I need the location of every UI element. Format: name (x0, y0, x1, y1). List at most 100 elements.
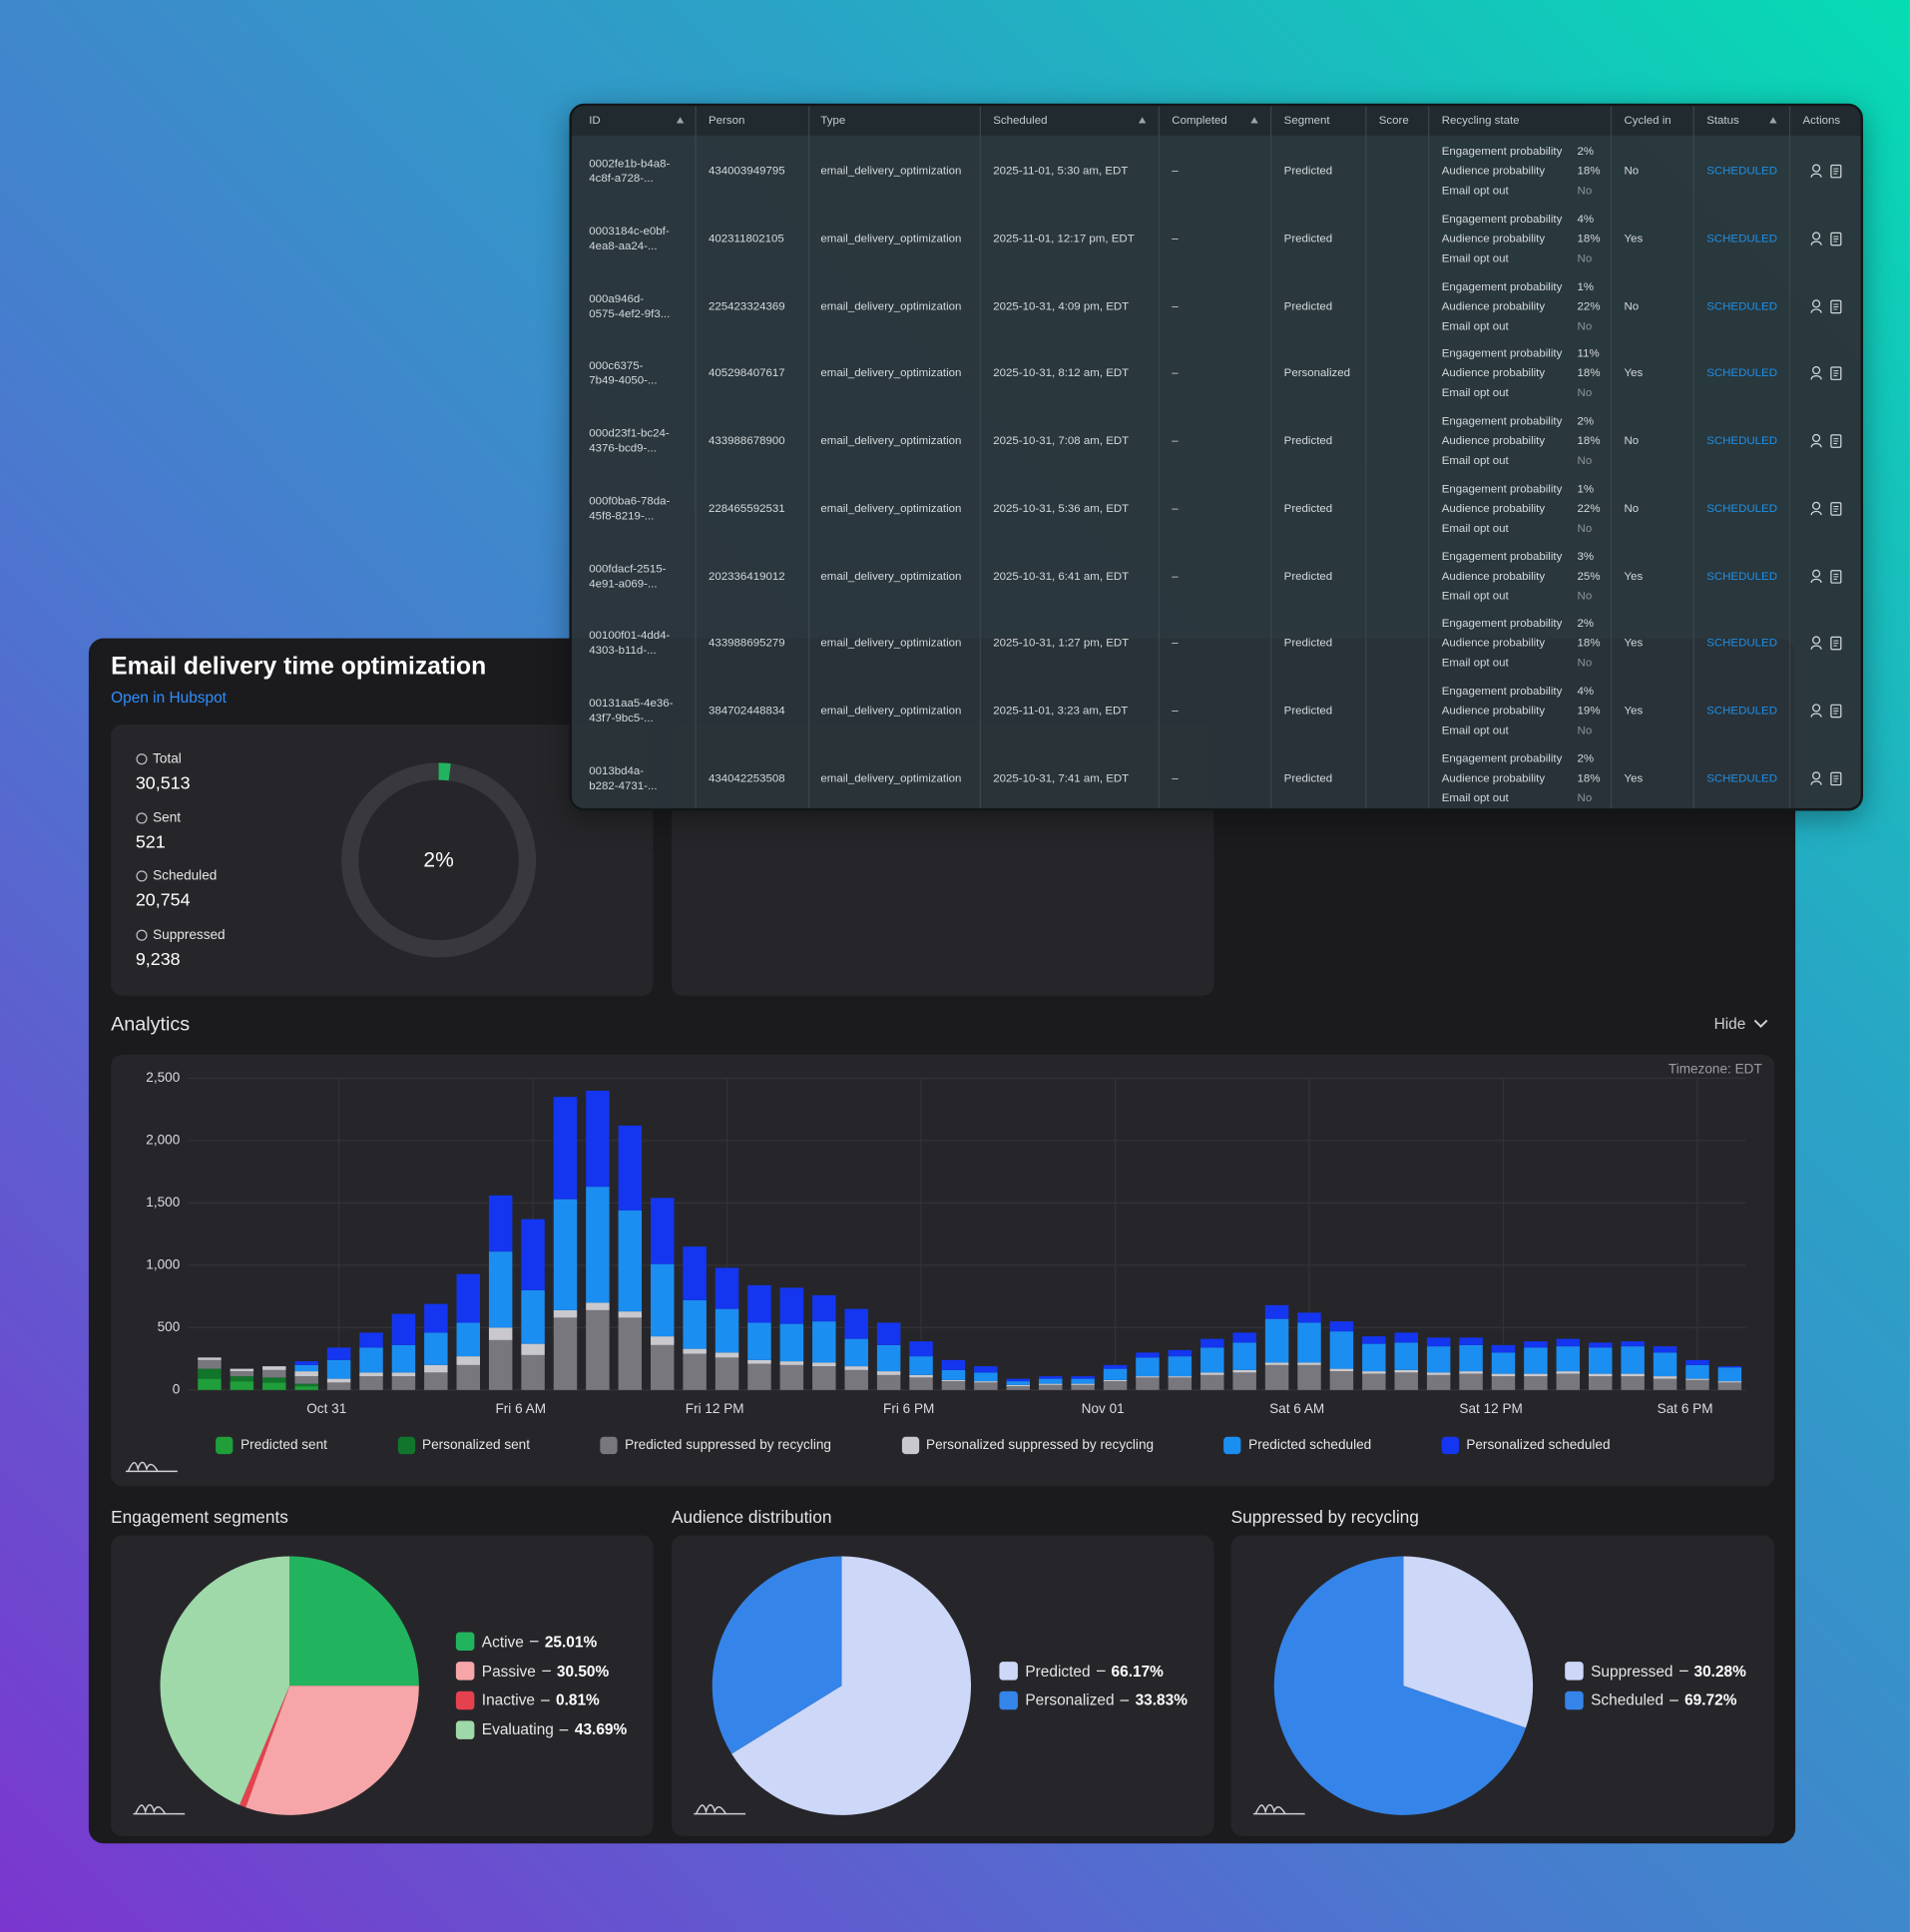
status-cell: SCHEDULED (1706, 569, 1778, 582)
person-action[interactable] (1810, 366, 1822, 381)
details-action[interactable] (1830, 366, 1842, 381)
column-header[interactable]: Segment (1283, 114, 1330, 127)
bar-segment (1426, 1372, 1451, 1375)
bar-segment (1136, 1357, 1160, 1377)
bar-segment (1071, 1376, 1095, 1379)
y-tick-label: 0 (173, 1381, 181, 1396)
segment-cell: Predicted (1283, 164, 1333, 178)
person-action[interactable] (1810, 232, 1822, 246)
bar-segment (230, 1381, 254, 1390)
person-cell: 384702448834 (709, 704, 785, 718)
type-cell: email_delivery_optimization (820, 232, 962, 244)
recycling-label: Email opt out (1441, 386, 1509, 399)
bar-segment (488, 1251, 513, 1328)
bar-segment (1071, 1378, 1095, 1384)
recycling-label: Email opt out (1441, 318, 1509, 332)
column-header[interactable]: Recycling state (1441, 114, 1520, 127)
legend-swatch (901, 1436, 919, 1455)
bar-segment (618, 1209, 643, 1312)
details-action[interactable] (1830, 569, 1842, 584)
icon-shape (1833, 438, 1839, 445)
details-action[interactable] (1830, 704, 1842, 719)
separator (542, 1670, 551, 1673)
segment-cell: Predicted (1283, 637, 1333, 650)
legend-item: Inactive 0.81% (455, 1690, 600, 1710)
column-divider (979, 106, 981, 809)
person-action[interactable] (1810, 298, 1822, 313)
sort-arrow[interactable] (1250, 117, 1258, 124)
legend-item: Predicted suppressed by recycling (600, 1436, 831, 1455)
column-header[interactable]: Status (1706, 114, 1739, 127)
legend-value: 66.17% (1111, 1662, 1164, 1681)
legend-item: Passive 30.50% (455, 1662, 609, 1681)
scheduled-cell: 2025-10-31, 1:27 pm, EDT (993, 637, 1130, 650)
bar-segment (521, 1218, 545, 1290)
legend: Predicted sent Personalized sent Predicted… (111, 1436, 1774, 1455)
person-action[interactable] (1810, 433, 1822, 449)
hide-label: Hide (1713, 1015, 1746, 1033)
legend-item: Active 25.01% (455, 1633, 597, 1652)
hide-toggle[interactable]: Hide (1713, 1015, 1768, 1033)
details-action[interactable] (1830, 232, 1842, 246)
column-header[interactable]: Cycled in (1624, 114, 1671, 127)
legend-label: Predicted scheduled (1248, 1438, 1372, 1453)
person-action[interactable] (1810, 770, 1822, 786)
person-cell: 228465592531 (709, 501, 785, 515)
person-action[interactable] (1810, 704, 1822, 719)
icon-shape (1830, 434, 1842, 448)
pie-card: Suppressed 30.28% Scheduled 69.72% (1230, 1535, 1775, 1836)
column-header[interactable]: Completed (1172, 114, 1227, 127)
recycling-value: No (1577, 791, 1593, 804)
chevron (1753, 1019, 1768, 1028)
sort-arrow[interactable] (1138, 117, 1147, 124)
bar-segment (1524, 1347, 1548, 1374)
donut-label: 2% (423, 849, 453, 872)
icon-shape (1810, 779, 1822, 785)
bar-segment (1329, 1368, 1354, 1372)
sort-arrow[interactable] (676, 117, 685, 124)
hubspot-link[interactable]: Open in Hubspot (111, 689, 227, 707)
bar-segment (1491, 1352, 1516, 1374)
type-cell: email_delivery_optimization (820, 434, 962, 447)
sort-arrow[interactable] (1769, 117, 1777, 124)
bar-segment (1459, 1373, 1483, 1390)
details-action[interactable] (1830, 434, 1842, 449)
bar-segment (1426, 1337, 1451, 1347)
person-action[interactable] (1810, 636, 1822, 651)
icon-shape (1810, 173, 1822, 178)
details-action[interactable] (1830, 771, 1842, 786)
cycled-cell: No (1624, 164, 1640, 178)
status-cell: SCHEDULED (1706, 164, 1778, 178)
bar-segment (586, 1187, 610, 1303)
bar-segment (1264, 1364, 1289, 1390)
column-header[interactable]: ID (589, 114, 601, 127)
column-divider (1692, 106, 1694, 809)
x-tick-label: Fri 12 PM (686, 1401, 744, 1416)
bar-segment (294, 1364, 318, 1372)
column-header[interactable]: Scheduled (993, 114, 1048, 127)
legend-swatch (455, 1719, 475, 1739)
recycling-label: Audience probability (1441, 704, 1546, 718)
legend-value: 30.28% (1693, 1662, 1746, 1681)
details-action[interactable] (1830, 501, 1842, 516)
details-action[interactable] (1830, 298, 1842, 313)
stat-label: Suppressed (153, 927, 226, 943)
person-action[interactable] (1810, 569, 1822, 584)
bar-segment (1168, 1376, 1193, 1378)
x-tick-label: Sat 12 PM (1459, 1401, 1522, 1416)
legend-swatch (455, 1633, 475, 1652)
person-action[interactable] (1810, 164, 1822, 179)
icon-shape (1810, 713, 1822, 718)
stats-card: 2% Total 30,513 Sent 521 Scheduled 20,754 Supp… (111, 724, 654, 996)
bar-segment (683, 1348, 707, 1354)
person-action[interactable] (1810, 501, 1822, 516)
bar-segment (1200, 1347, 1224, 1373)
bar-segment (326, 1378, 351, 1383)
bar-segment (1653, 1378, 1677, 1390)
column-header[interactable]: Actions (1802, 114, 1841, 127)
column-header[interactable]: Score (1378, 114, 1409, 127)
details-action[interactable] (1830, 636, 1842, 651)
details-action[interactable] (1830, 164, 1842, 179)
column-header[interactable]: Person (709, 114, 745, 127)
column-header[interactable]: Type (820, 114, 846, 127)
